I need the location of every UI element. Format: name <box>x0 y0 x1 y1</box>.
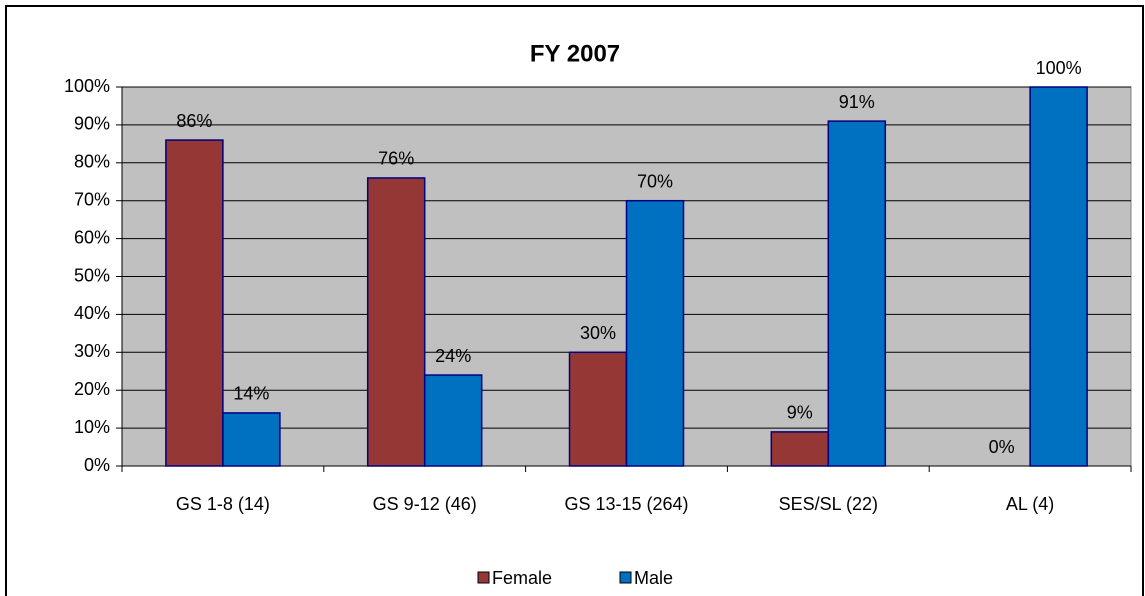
y-tick-label: 80% <box>74 152 110 172</box>
value-label: 100% <box>1036 58 1082 78</box>
y-tick-label: 20% <box>74 379 110 399</box>
x-tick-label: GS 1-8 (14) <box>176 494 270 514</box>
y-tick-label: 100% <box>64 76 110 96</box>
legend-label: Female <box>492 568 552 588</box>
y-tick-label: 40% <box>74 303 110 323</box>
y-tick-label: 30% <box>74 341 110 361</box>
value-label: 0% <box>989 437 1015 457</box>
bar <box>568 351 628 467</box>
legend-swatch <box>619 571 632 584</box>
bar <box>165 139 224 467</box>
y-tick-label: 90% <box>74 114 110 134</box>
value-label: 30% <box>580 323 616 343</box>
bar <box>423 374 483 467</box>
value-label: 24% <box>435 346 471 366</box>
legend-swatch <box>477 571 490 584</box>
bar <box>625 199 685 467</box>
legend-label: Male <box>634 568 673 588</box>
bar <box>222 412 281 467</box>
value-label: 9% <box>787 403 813 423</box>
y-tick-label: 60% <box>74 227 110 247</box>
y-tick-label: 70% <box>74 189 110 209</box>
x-tick-label: GS 9-12 (46) <box>373 494 477 514</box>
x-tick-label: SES/SL (22) <box>779 494 878 514</box>
bar <box>827 120 887 467</box>
bar <box>366 177 426 467</box>
x-tick-label: AL (4) <box>1006 494 1054 514</box>
value-label: 86% <box>176 111 212 131</box>
chart-title: FY 2007 <box>530 40 620 67</box>
y-tick-label: 50% <box>74 265 110 285</box>
y-tick-label: 10% <box>74 417 110 437</box>
y-tick-label: 0% <box>84 455 110 475</box>
value-label: 76% <box>378 149 414 169</box>
bar <box>1029 86 1088 467</box>
value-label: 91% <box>839 92 875 112</box>
bar <box>770 431 830 467</box>
value-label: 70% <box>637 171 673 191</box>
value-label: 14% <box>233 384 269 404</box>
x-tick-label: GS 13-15 (264) <box>564 494 688 514</box>
